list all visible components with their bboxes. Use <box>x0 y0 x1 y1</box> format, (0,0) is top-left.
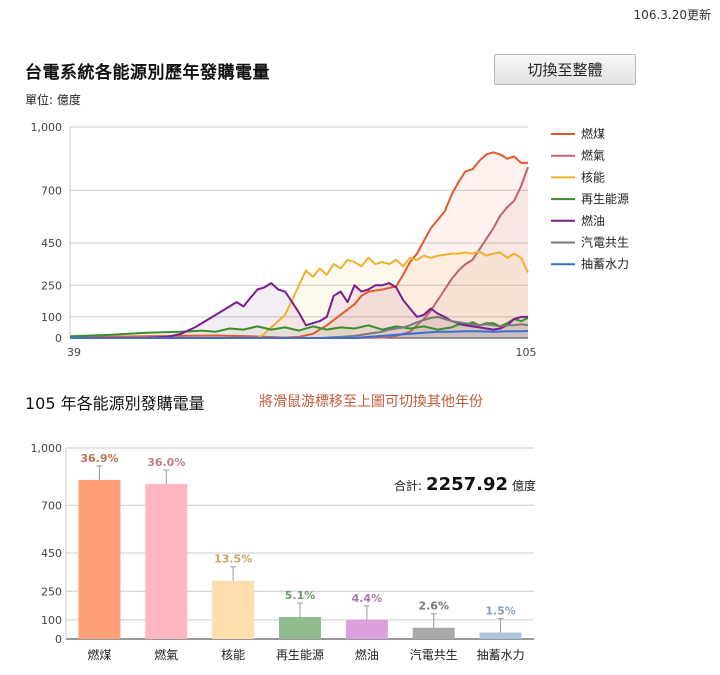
x-tick-label: 燃煤 <box>87 647 111 662</box>
y-tick-label: 100 <box>41 311 62 324</box>
series-area <box>70 167 528 338</box>
total-readout: 合計: 2257.92 億度 <box>394 474 536 495</box>
bar-data-label: 1.5% <box>485 605 516 618</box>
line-chart[interactable]: 0 100 250 450 700 1,000 39 105 燃煤燃氣核能再生能源燃油汽電共生抽… <box>0 0 720 370</box>
y-tick-label: 1,000 <box>31 442 63 455</box>
y-tick-label: 0 <box>55 332 62 345</box>
series-area <box>70 331 528 338</box>
y-tick-label: 700 <box>41 184 62 197</box>
hover-hint: 將滑鼠游標移至上圖可切換其他年份 <box>259 394 483 410</box>
bar-data-label: 2.6% <box>418 600 449 613</box>
legend-label: 燃煤 <box>581 126 605 141</box>
legend-item: 抽蓄水力 <box>551 257 629 271</box>
unit-label: 單位: 億度 <box>25 93 81 107</box>
y-tick-label: 700 <box>41 499 62 512</box>
x-tick-label: 再生能源 <box>276 648 324 662</box>
update-date: 106.3.20更新 <box>633 8 711 22</box>
legend-label: 抽蓄水力 <box>581 257 629 271</box>
bar-data-label: 13.5% <box>214 553 252 566</box>
x-tick-label: 105 <box>516 346 537 359</box>
switch-view-button[interactable]: 切換至整體 <box>494 54 636 85</box>
y-tick-label: 0 <box>55 633 62 646</box>
legend-item: 再生能源 <box>551 192 629 206</box>
legend-label: 汽電共生 <box>581 235 629 250</box>
series-line <box>70 282 528 339</box>
total-label: 合計: <box>394 479 423 493</box>
legend-label: 再生能源 <box>581 192 629 206</box>
y-tick-label: 1,000 <box>31 121 63 134</box>
bar <box>412 627 455 639</box>
x-tick-label: 燃氣 <box>154 647 178 662</box>
legend-label: 燃氣 <box>581 148 605 163</box>
bar-data-label: 36.0% <box>147 456 185 469</box>
x-tick-label: 燃油 <box>355 647 379 662</box>
legend-item: 汽電共生 <box>551 235 629 250</box>
x-tick-label: 汽電共生 <box>410 647 458 662</box>
bar-data-label: 5.1% <box>285 589 316 602</box>
legend-item: 燃油 <box>551 213 605 228</box>
bar <box>279 617 321 639</box>
legend-item: 燃氣 <box>551 148 605 163</box>
bar <box>78 479 121 639</box>
legend-item: 燃煤 <box>551 126 605 141</box>
series-line <box>69 151 528 339</box>
series-line <box>70 250 529 339</box>
total-value: 2257.92 <box>426 474 509 495</box>
bar-chart-title: 105 年各能源別發購電量 <box>25 394 205 413</box>
y-tick-label: 450 <box>41 237 62 250</box>
series-line <box>70 315 529 339</box>
legend-item: 核能 <box>551 170 605 184</box>
x-tick-label: 39 <box>67 346 81 359</box>
legend-label: 燃油 <box>581 213 605 228</box>
bar <box>212 580 255 639</box>
series-line <box>69 317 529 338</box>
bar <box>345 619 388 639</box>
legend-label: 核能 <box>581 170 605 184</box>
x-tick-label: 抽蓄水力 <box>477 648 525 662</box>
y-tick-label: 250 <box>41 279 62 292</box>
bar-data-label: 4.4% <box>352 592 383 605</box>
y-tick-label: 250 <box>41 585 62 598</box>
y-tick-label: 100 <box>41 614 62 627</box>
line-chart-title: 台電系統各能源別歷年發購電量 <box>25 63 270 83</box>
bar <box>145 483 188 639</box>
y-tick-label: 450 <box>41 547 62 560</box>
bar-data-label: 36.9% <box>80 452 118 465</box>
series-area <box>70 152 528 338</box>
series-area <box>70 251 528 338</box>
series-line <box>70 330 529 339</box>
x-tick-label: 核能 <box>221 648 245 662</box>
bar <box>479 632 522 639</box>
total-unit: 億度 <box>512 479 537 493</box>
